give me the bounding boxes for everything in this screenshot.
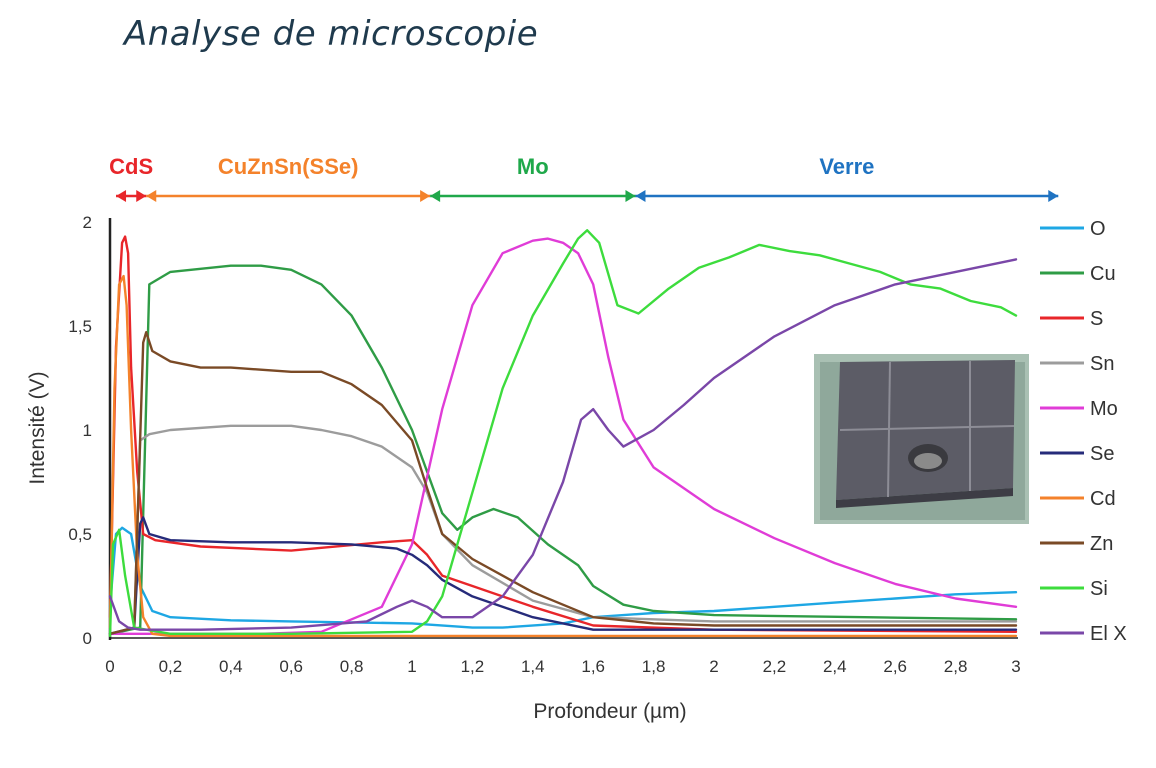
x-tick-label: 0 [105,657,114,676]
legend-item: Se [1040,443,1114,465]
legend-label: Cd [1090,488,1116,510]
x-tick-label: 2,2 [763,657,787,676]
legend-item: Si [1040,578,1108,600]
legend-item: Sn [1040,353,1114,375]
legend-item: Zn [1040,533,1113,555]
x-tick-label: 0,2 [159,657,183,676]
x-tick-label: 2,8 [944,657,968,676]
x-tick-label: 1,4 [521,657,545,676]
legend-label: El X [1090,623,1127,645]
series-line-zn [108,331,1018,635]
y-tick-label: 0,5 [68,525,92,544]
x-tick-label: 0,4 [219,657,243,676]
x-tick-label: 1,2 [461,657,485,676]
legend-label: O [1090,218,1106,240]
x-axis-label: Profondeur (µm) [533,700,686,723]
series-lines [108,229,1018,638]
region-label: CuZnSn(SSe) [218,154,359,179]
x-tick-label: 2,6 [883,657,907,676]
legend-label: Mo [1090,398,1118,420]
x-tick-label: 2 [709,657,718,676]
legend-item: O [1040,218,1106,240]
legend-label: Se [1090,443,1114,465]
legend-item: Mo [1040,398,1118,420]
tick-labels: 0 0,2 0,4 0,6 0,8 1 1,2 1,4 1,6 1,8 2 2,2 2,4 2,6 2,8 3… [68,213,1020,676]
x-tick-label: 1 [407,657,416,676]
x-tick-label: 0,6 [279,657,303,676]
region-label: CdS [109,154,153,179]
legend-label: Sn [1090,353,1114,375]
region-arrow-head-left [430,190,441,202]
legend: O Cu S Sn Mo Se Cd Zn Si El X [1040,218,1127,645]
legend-label: Zn [1090,533,1113,555]
series-line-cd [108,274,1018,638]
legend-item: Cu [1040,263,1116,285]
series-line-mo [108,237,1018,635]
series-line-s [108,235,1018,633]
region-label: Mo [517,154,549,179]
legend-item: El X [1040,623,1127,645]
y-tick-label: 1 [83,421,92,440]
region-arrow-head-left [116,190,127,202]
photo-sample-edge [836,488,1013,508]
legend-item: Cd [1040,488,1116,510]
y-tick-label: 2 [83,213,92,232]
series-line-sn [108,424,1018,635]
y-tick-label: 0 [83,629,92,648]
series-line-cu [108,264,1018,635]
x-tick-label: 1,8 [642,657,666,676]
region-arrow-head-right [1048,190,1059,202]
region-arrow-head-right [625,190,636,202]
x-tick-label: 2,4 [823,657,847,676]
y-tick-label: 1,5 [68,317,92,336]
legend-label: S [1090,308,1103,330]
page-title: Analyse de microscopie [124,14,539,54]
legend-item: S [1040,308,1103,330]
region-label: Verre [819,154,874,179]
x-tick-label: 0,8 [340,657,364,676]
legend-label: Si [1090,578,1108,600]
region-arrow-head-left [635,190,646,202]
region-arrow-head-right [420,190,431,202]
series-line-el-x [108,258,1018,631]
legend-label: Cu [1090,263,1116,285]
region-arrow-head-left [146,190,157,202]
sample-photo [814,354,1029,524]
x-tick-label: 3 [1011,657,1020,676]
photo-hole-inner [914,453,942,469]
y-axis-label: Intensité (V) [26,371,49,484]
series-line-si [108,229,1018,638]
series-line-se [108,516,1018,635]
photo-scribe-line-3 [839,425,1015,431]
region-arrow-head-right [136,190,147,202]
region-bands: CdS CuZnSn(SSe) Mo Verre [109,154,1059,202]
x-tick-label: 1,6 [581,657,605,676]
